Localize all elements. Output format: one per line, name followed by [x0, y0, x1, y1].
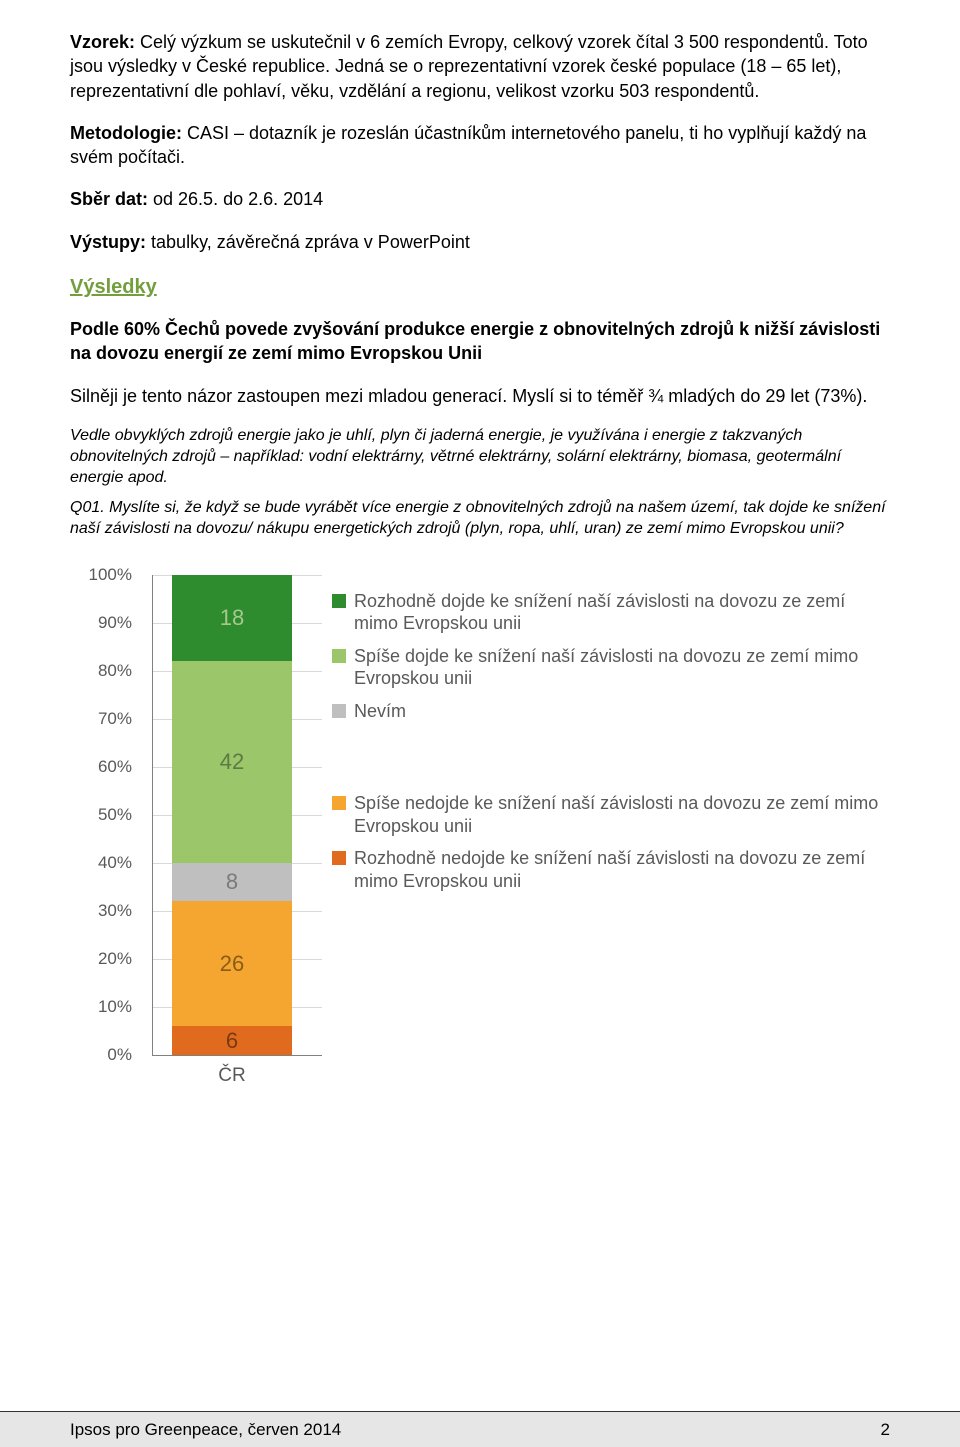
- vystupy-text: tabulky, závěrečná zpráva v PowerPoint: [146, 232, 470, 252]
- footer-right: 2: [881, 1420, 890, 1440]
- y-tick: 80%: [70, 661, 132, 681]
- y-tick: 70%: [70, 709, 132, 729]
- y-tick: 90%: [70, 613, 132, 633]
- vystupy-label: Výstupy:: [70, 232, 146, 252]
- legend-swatch: [332, 649, 346, 663]
- para-sber: Sběr dat: od 26.5. do 2.6. 2014: [70, 187, 890, 211]
- subtext: Silněji je tento názor zastoupen mezi ml…: [70, 384, 890, 408]
- y-tick: 30%: [70, 901, 132, 921]
- legend-label: Spíše nedojde ke snížení naší závislosti…: [354, 792, 890, 837]
- y-tick: 10%: [70, 997, 132, 1017]
- chart-container: 0%10%20%30%40%50%60%70%80%90%100% 184282…: [70, 575, 890, 1095]
- legend-swatch: [332, 851, 346, 865]
- y-tick: 40%: [70, 853, 132, 873]
- legend-item: Spíše dojde ke snížení naší závislosti n…: [332, 645, 890, 690]
- para-metodologie: Metodologie: CASI – dotazník je rozeslán…: [70, 121, 890, 170]
- section-head-vysledky: Výsledky: [70, 276, 890, 299]
- legend-label: Rozhodně dojde ke snížení naší závislost…: [354, 590, 890, 635]
- stacked-bar: 18 42 8 26 6: [172, 575, 292, 1055]
- y-tick: 100%: [70, 565, 132, 585]
- bar-segment-label: 6: [172, 1028, 292, 1054]
- page: Vzorek: Celý výzkum se uskutečnil v 6 ze…: [0, 0, 960, 1447]
- legend-swatch: [332, 704, 346, 718]
- metodologie-label: Metodologie:: [70, 123, 182, 143]
- plot-area: 18 42 8 26 6 ČR: [152, 575, 312, 1095]
- legend-item: Spíše nedojde ke snížení naší závislosti…: [332, 792, 890, 837]
- sber-text: od 26.5. do 2.6. 2014: [148, 189, 323, 209]
- y-axis: 0%10%20%30%40%50%60%70%80%90%100%: [70, 575, 132, 1095]
- metodologie-text: CASI – dotazník je rozeslán účastníkům i…: [70, 123, 866, 167]
- sber-label: Sběr dat:: [70, 189, 148, 209]
- lead-paragraph: Podle 60% Čechů povede zvyšování produkc…: [70, 317, 890, 366]
- legend-item: Rozhodně dojde ke snížení naší závislost…: [332, 590, 890, 635]
- legend-label: Spíše dojde ke snížení naší závislosti n…: [354, 645, 890, 690]
- italic-question: Q01. Myslíte si, že když se bude vyrábět…: [70, 498, 890, 540]
- legend-swatch: [332, 594, 346, 608]
- bar-segment-label: 26: [172, 951, 292, 977]
- y-tick: 0%: [70, 1045, 132, 1065]
- para-vystupy: Výstupy: tabulky, závěrečná zpráva v Pow…: [70, 230, 890, 254]
- bar-segment-label: 42: [172, 749, 292, 775]
- legend-label: Rozhodně nedojde ke snížení naší závislo…: [354, 847, 890, 892]
- legend-label: Nevím: [354, 700, 406, 723]
- y-tick: 60%: [70, 757, 132, 777]
- bar-segment-label: 18: [172, 605, 292, 631]
- y-tick: 50%: [70, 805, 132, 825]
- legend-swatch: [332, 796, 346, 810]
- x-axis-line: [152, 1055, 322, 1056]
- legend-gap: [332, 732, 890, 792]
- y-axis-line: [152, 575, 153, 1055]
- bar-segment-label: 8: [172, 869, 292, 895]
- legend-item: Nevím: [332, 700, 890, 723]
- legend: Rozhodně dojde ke snížení naší závislost…: [332, 575, 890, 1095]
- vzorek-text: Celý výzkum se uskutečnil v 6 zemích Evr…: [70, 32, 868, 101]
- footer-left: Ipsos pro Greenpeace, červen 2014: [70, 1420, 341, 1440]
- footer: Ipsos pro Greenpeace, červen 2014 2: [0, 1411, 960, 1447]
- para-vzorek: Vzorek: Celý výzkum se uskutečnil v 6 ze…: [70, 30, 890, 103]
- legend-item: Rozhodně nedojde ke snížení naší závislo…: [332, 847, 890, 892]
- italic-context: Vedle obvyklých zdrojů energie jako je u…: [70, 426, 890, 488]
- x-axis-label: ČR: [152, 1065, 312, 1087]
- y-tick: 20%: [70, 949, 132, 969]
- vzorek-label: Vzorek:: [70, 32, 135, 52]
